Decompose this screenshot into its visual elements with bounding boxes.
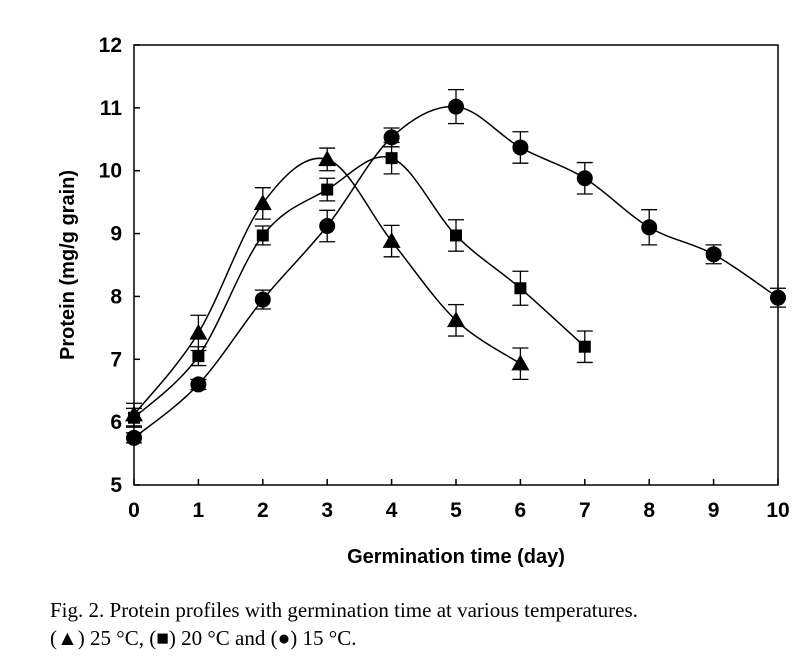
data-point-triangle: [447, 311, 465, 328]
caption-text-15c: ) 15 °C.: [290, 626, 357, 650]
x-axis-title: Germination time (day): [347, 546, 565, 568]
data-point-circle: [126, 429, 142, 446]
x-tick-label: 8: [643, 499, 655, 522]
data-point-square: [192, 350, 205, 363]
series-square: [126, 141, 593, 428]
x-tick-label: 3: [321, 499, 333, 522]
y-tick-label: 7: [110, 348, 122, 371]
y-tick-label: 6: [110, 411, 122, 434]
y-tick-label: 12: [99, 34, 122, 57]
data-point-triangle: [253, 194, 272, 211]
x-tick-label: 4: [386, 499, 398, 522]
y-axis-title: Protein (mg/g grain): [57, 170, 79, 360]
data-point-square: [514, 282, 527, 295]
y-tick-label: 11: [100, 97, 123, 120]
caption-line-2: (▲) 25 °C, (■) 20 °C and (●) 15 °C.: [50, 624, 800, 652]
circle-symbol-icon: ●: [277, 626, 291, 650]
x-tick-label: 2: [257, 499, 269, 522]
y-tick-label: 5: [110, 474, 122, 497]
series-line-square: [133, 156, 586, 419]
x-tick-label: 9: [708, 499, 720, 522]
x-tick-label: 5: [450, 499, 462, 522]
data-point-circle: [576, 170, 593, 187]
data-point-circle: [448, 98, 464, 115]
data-point-triangle: [189, 323, 208, 340]
x-tick-label: 1: [193, 499, 205, 522]
square-symbol-icon: ■: [156, 626, 169, 650]
data-point-circle: [190, 376, 207, 393]
data-point-circle: [254, 291, 271, 308]
data-point-square: [128, 411, 140, 424]
data-point-circle: [383, 129, 400, 146]
data-point-circle: [512, 139, 529, 156]
figure-caption: Fig. 2. Protein profiles with germinatio…: [50, 596, 800, 652]
data-point-square: [450, 229, 462, 242]
series-layer: [125, 88, 786, 446]
data-point-triangle: [382, 232, 401, 248]
data-point-triangle: [318, 150, 337, 167]
data-point-circle: [770, 289, 786, 306]
x-tick-label: 0: [128, 499, 140, 522]
data-point-square: [256, 229, 269, 242]
triangle-symbol-icon: ▲: [57, 626, 78, 650]
y-tick-label: 9: [110, 223, 122, 246]
caption-text-open: (: [50, 626, 57, 650]
y-tick-label: 8: [110, 285, 122, 308]
x-tick-label: 10: [766, 499, 789, 522]
caption-line-1: Fig. 2. Protein profiles with germinatio…: [50, 598, 638, 622]
data-point-triangle: [511, 354, 530, 371]
series-circle: [126, 88, 786, 446]
data-point-square: [321, 183, 334, 196]
y-tick-label: 10: [99, 160, 122, 183]
x-tick-label: 6: [515, 499, 527, 522]
data-point-square: [385, 152, 398, 165]
x-tick-label: 7: [579, 499, 591, 522]
series-line-circle: [133, 105, 779, 439]
caption-text-20c: ) 20 °C and (: [168, 626, 278, 650]
data-point-square: [578, 340, 591, 353]
caption-text-25c: ) 25 °C, (: [77, 626, 157, 650]
data-point-circle: [319, 218, 336, 235]
data-point-circle: [641, 219, 658, 236]
data-point-circle: [705, 246, 722, 263]
